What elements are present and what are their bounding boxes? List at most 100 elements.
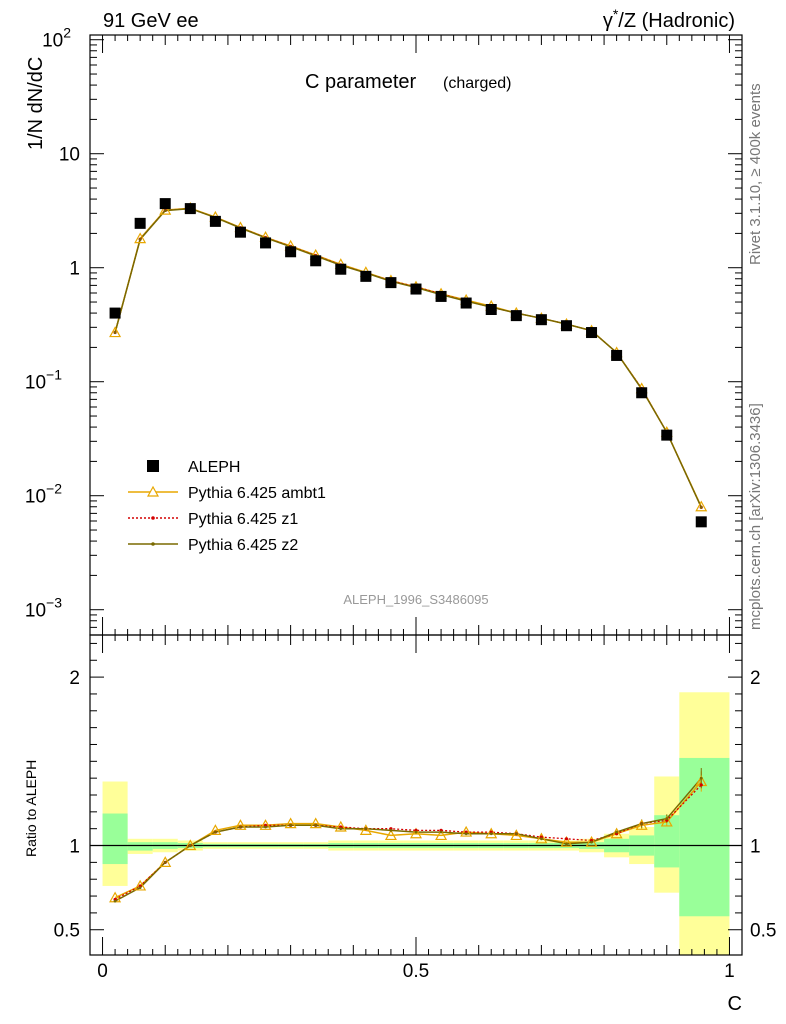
x-tick-label: 0.5 xyxy=(403,961,429,982)
z2-marker xyxy=(699,505,703,509)
ratio-marker-z2 xyxy=(640,822,644,826)
ambt1-marker xyxy=(159,203,172,215)
header-process: γ*/Z (Hadronic) xyxy=(603,6,735,32)
ratio-marker-z2 xyxy=(539,837,543,841)
legend-label: ALEPH xyxy=(188,459,240,476)
ratio-marker-ambt1 xyxy=(535,832,548,844)
ratio-marker-ambt1 xyxy=(610,827,623,839)
aleph-data-point xyxy=(535,314,547,326)
legend-label: Pythia 6.425 ambt1 xyxy=(188,485,326,502)
ratio-marker-z2 xyxy=(514,832,518,836)
ratio-marker-z2 xyxy=(565,842,568,846)
ratio-marker-ambt1 xyxy=(510,829,523,841)
ratio-marker-z2 xyxy=(213,830,217,834)
aleph-data-point xyxy=(586,327,598,339)
ambt1-marker xyxy=(695,500,708,512)
ratio-marker-z1 xyxy=(699,783,703,787)
legend-marker xyxy=(151,542,155,546)
ratio-marker-z2 xyxy=(289,823,293,827)
mcplots-label: mcplots.cern.ch [arXiv:1306.3436] xyxy=(747,403,764,630)
ratio-marker-z2 xyxy=(389,828,393,832)
z2-marker xyxy=(113,331,117,334)
ratio-marker-ambt1 xyxy=(560,835,573,847)
ratio-marker-z2 xyxy=(590,840,593,844)
ratio-plot-frame xyxy=(89,634,743,956)
y-tick-label: 102 xyxy=(42,25,71,52)
aleph-data-point xyxy=(661,429,673,441)
ratio-y-tick-label-right: 1 xyxy=(750,837,761,858)
ratio-marker-z2 xyxy=(264,825,267,829)
ratio-marker-ambt1 xyxy=(435,829,448,841)
aleph-data-point xyxy=(485,303,497,315)
legend-marker-aleph xyxy=(147,460,159,472)
rivet-version-label: Rivet 3.1.10, ≥ 400k events xyxy=(747,83,764,265)
plot-title: C parameter xyxy=(305,71,416,93)
ratio-marker-ambt1 xyxy=(660,815,673,827)
ratio-marker-ambt1 xyxy=(359,824,372,835)
aleph-data-point xyxy=(460,297,472,309)
ambt1-marker xyxy=(134,232,147,244)
ratio-y-axis-label: Ratio to ALEPH xyxy=(23,760,39,857)
ratio-y-tick-label-left: 1 xyxy=(69,837,80,858)
ratio-marker-z2 xyxy=(665,817,669,820)
x-tick-label: 0 xyxy=(97,961,108,982)
ratio-marker-z2 xyxy=(615,830,619,834)
ratio-marker-ambt1 xyxy=(134,879,147,891)
y-tick-label: 10−2 xyxy=(25,481,62,508)
ratio-y-tick-label-left: 0.5 xyxy=(54,921,80,942)
ratio-marker-z2 xyxy=(699,776,703,780)
uncertainty-band-inner xyxy=(102,813,128,865)
z2-marker xyxy=(138,238,142,241)
ratio-marker-z2 xyxy=(239,825,242,829)
aleph-data-point xyxy=(285,246,297,258)
uncertainty-band-inner xyxy=(679,757,730,917)
ratio-marker-z2 xyxy=(138,886,142,890)
y-tick-label: 10−3 xyxy=(25,595,62,622)
aleph-data-point xyxy=(234,226,246,238)
ratio-marker-z2 xyxy=(489,832,493,836)
z2-marker xyxy=(163,209,167,212)
ratio-marker-ambt1 xyxy=(284,817,297,829)
y-tick-label: 1 xyxy=(69,259,80,280)
ratio-plot: 0 0.5 1 0.5 0.5 1 1 2 2 Ratio to ALEPH C xyxy=(23,634,776,1015)
aleph-data-point xyxy=(209,215,221,227)
ratio-y-tick-label-right: 0.5 xyxy=(750,921,776,942)
legend-marker-ambt1 xyxy=(146,485,160,497)
x-tick-label: 1 xyxy=(724,961,735,982)
aleph-data-point xyxy=(695,516,707,528)
ratio-marker-z2 xyxy=(414,830,418,834)
aleph-data-point xyxy=(260,237,272,249)
ratio-marker-ambt1 xyxy=(409,827,423,839)
ratio-marker-ambt1 xyxy=(159,856,172,867)
ratio-marker-z2 xyxy=(364,827,368,831)
ratio-y-tick-label-left: 2 xyxy=(69,668,80,689)
legend-marker xyxy=(151,516,155,520)
aleph-data-point xyxy=(410,283,422,295)
aleph-data-point xyxy=(360,270,372,282)
y-tick-label: 10 xyxy=(59,145,80,166)
main-y-axis-label: 1/N dN/dC xyxy=(25,57,47,150)
aleph-data-point xyxy=(435,290,447,302)
ratio-marker-z2 xyxy=(163,860,167,864)
x-axis-label: C xyxy=(728,993,742,1015)
aleph-data-point xyxy=(560,320,572,332)
ratio-marker-ambt1 xyxy=(460,825,473,837)
ratio-marker-z2 xyxy=(339,827,343,831)
main-plot: 102 10 1 10−1 10−2 10−3 C parameter (charged)… xyxy=(25,25,743,636)
ratio-y-tick-label-right: 2 xyxy=(750,668,761,689)
ratio-marker-ambt1 xyxy=(184,839,197,851)
analysis-id-label: ALEPH_1996_S3486095 xyxy=(343,592,488,607)
aleph-data-point xyxy=(611,349,623,361)
aleph-data-point xyxy=(310,255,322,267)
aleph-data-point xyxy=(134,217,146,229)
ratio-marker-ambt1 xyxy=(384,829,397,841)
ratio-marker-z2 xyxy=(464,832,468,836)
aleph-data-point xyxy=(184,203,196,215)
ratio-marker-ambt1 xyxy=(234,819,247,830)
plot-title-sub: (charged) xyxy=(443,75,511,92)
ambt1-marker xyxy=(109,326,122,338)
ratio-marker-z2 xyxy=(439,830,443,834)
ratio-marker-ambt1 xyxy=(309,817,322,829)
header-energy: 91 GeV ee xyxy=(103,10,199,32)
